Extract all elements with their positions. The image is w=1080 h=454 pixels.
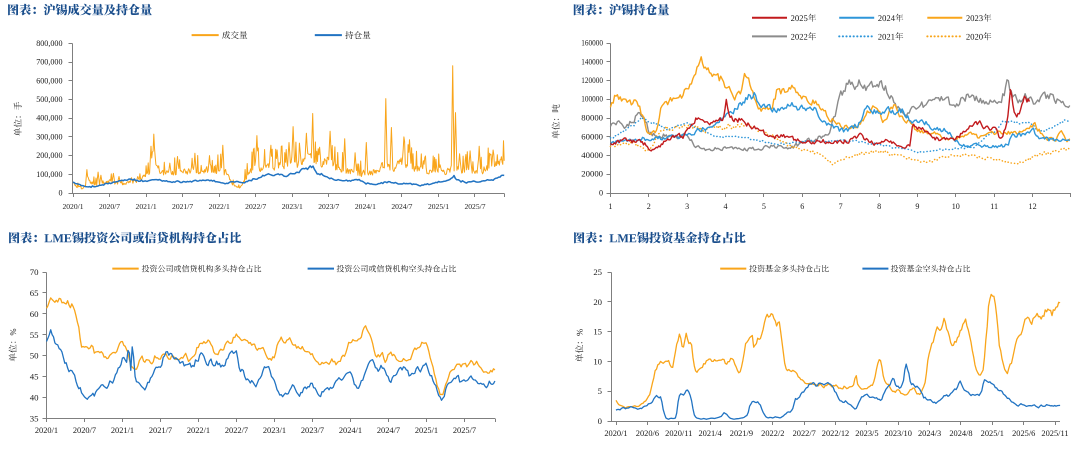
svg-text:2024/3: 2024/3 (918, 429, 941, 438)
svg-text:5: 5 (598, 386, 602, 396)
svg-text:2023/7: 2023/7 (318, 202, 339, 211)
svg-text:600,000: 600,000 (36, 76, 62, 85)
svg-text:20000: 20000 (581, 170, 603, 179)
svg-text:2021/1: 2021/1 (136, 202, 157, 211)
svg-text:2023/1: 2023/1 (282, 202, 303, 211)
svg-text:2021/9: 2021/9 (730, 429, 753, 438)
svg-text:5: 5 (762, 202, 766, 211)
svg-text:2020/1: 2020/1 (35, 426, 58, 435)
svg-text:2022/7: 2022/7 (245, 202, 266, 211)
svg-text:15: 15 (593, 327, 602, 337)
svg-text:120000: 120000 (581, 76, 603, 85)
svg-text:2024/8: 2024/8 (949, 429, 972, 438)
svg-text:50: 50 (30, 351, 39, 361)
svg-text:2020/1: 2020/1 (62, 202, 83, 211)
svg-text:2025/7: 2025/7 (453, 426, 476, 435)
svg-text:2022/7: 2022/7 (225, 426, 248, 435)
svg-text:2021/7: 2021/7 (149, 426, 172, 435)
svg-text:160000: 160000 (581, 39, 603, 48)
svg-text:2023/10: 2023/10 (884, 429, 911, 438)
svg-text:2020/7: 2020/7 (73, 426, 96, 435)
svg-text:2025/6: 2025/6 (1012, 429, 1035, 438)
svg-text:800,000: 800,000 (36, 39, 62, 48)
svg-text:45: 45 (30, 372, 39, 382)
svg-text:55: 55 (30, 330, 39, 340)
svg-text:400,000: 400,000 (36, 114, 62, 123)
svg-text:11: 11 (990, 202, 998, 211)
svg-text:0: 0 (598, 416, 603, 426)
svg-text:12: 12 (1029, 202, 1037, 211)
svg-text:9: 9 (915, 202, 919, 211)
svg-text:3: 3 (685, 202, 689, 211)
svg-text:2022/2: 2022/2 (761, 429, 784, 438)
svg-text:2020/11: 2020/11 (665, 429, 692, 438)
svg-text:2025/11: 2025/11 (1041, 429, 1068, 438)
svg-text:2022/1: 2022/1 (209, 202, 230, 211)
svg-text:70: 70 (30, 267, 39, 277)
svg-text:6: 6 (800, 202, 804, 211)
svg-text:65: 65 (30, 288, 39, 298)
svg-text:35: 35 (30, 414, 39, 424)
svg-text:300,000: 300,000 (36, 132, 62, 141)
svg-text:2020/1: 2020/1 (604, 429, 627, 438)
svg-text:2025/1: 2025/1 (428, 202, 449, 211)
svg-text:500,000: 500,000 (36, 95, 62, 104)
svg-text:10: 10 (952, 202, 960, 211)
svg-text:7: 7 (839, 202, 843, 211)
svg-text:8: 8 (877, 202, 881, 211)
svg-text:100,000: 100,000 (36, 170, 62, 179)
svg-text:0: 0 (599, 189, 603, 198)
svg-text:2021/1: 2021/1 (111, 426, 134, 435)
svg-text:2: 2 (647, 202, 651, 211)
svg-text:2023/7: 2023/7 (301, 426, 324, 435)
svg-text:200,000: 200,000 (36, 151, 62, 160)
svg-text:60: 60 (30, 309, 39, 319)
svg-text:2025/1: 2025/1 (981, 429, 1004, 438)
svg-text:4: 4 (723, 202, 727, 211)
svg-text:2020/6: 2020/6 (636, 429, 659, 438)
svg-text:2025/7: 2025/7 (464, 202, 485, 211)
svg-text:100000: 100000 (581, 95, 603, 104)
svg-text:60000: 60000 (581, 132, 603, 141)
svg-text:1: 1 (608, 202, 612, 211)
svg-text:2022/12: 2022/12 (822, 429, 849, 438)
svg-text:2025/1: 2025/1 (415, 426, 438, 435)
svg-text:2021/7: 2021/7 (172, 202, 193, 211)
svg-text:2020/7: 2020/7 (99, 202, 120, 211)
svg-text:140000: 140000 (581, 57, 603, 66)
svg-text:2022/7: 2022/7 (793, 429, 816, 438)
svg-text:10: 10 (593, 356, 602, 366)
svg-text:2024/7: 2024/7 (391, 202, 412, 211)
svg-text:20: 20 (593, 297, 602, 307)
svg-text:2023/1: 2023/1 (263, 426, 286, 435)
svg-text:700,000: 700,000 (36, 58, 62, 67)
svg-text:2024/7: 2024/7 (377, 426, 400, 435)
svg-text:2021/4: 2021/4 (698, 429, 722, 438)
svg-text:40: 40 (30, 393, 39, 403)
svg-text:2022/1: 2022/1 (187, 426, 210, 435)
svg-text:2024/1: 2024/1 (355, 202, 376, 211)
svg-text:25: 25 (593, 267, 602, 277)
svg-text:0: 0 (58, 189, 62, 198)
svg-text:2024/1: 2024/1 (339, 426, 362, 435)
svg-text:2023/5: 2023/5 (855, 429, 878, 438)
svg-text:80000: 80000 (581, 114, 603, 123)
svg-text:40000: 40000 (581, 151, 603, 160)
